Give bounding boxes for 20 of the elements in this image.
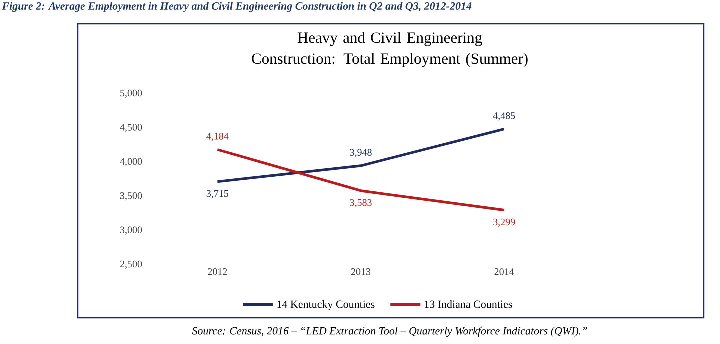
x-tick-label: 2012: [208, 268, 228, 276]
y-tick-label: 5,000: [120, 90, 142, 98]
data-label: 3,948: [350, 149, 372, 158]
chart-title: Figure 2: Average Employment in Heavy and Civil Engineering Construction in Q2 and Q3, 2012-2014: [2, 2, 472, 12]
data-label: 4,184: [206, 133, 229, 142]
legend-label: 14 Kentucky Counties: [278, 300, 375, 310]
y-tick-label: 3,000: [120, 226, 142, 235]
data-label: 3,299: [494, 218, 516, 228]
data-label: 3,715: [206, 190, 229, 199]
legend-label: 13 Indiana Counties: [425, 300, 512, 308]
source-note: Source: Census, 2016 – “LED Extraction Tool – Quarterly Workforce Indicators (QWI).”: [192, 326, 588, 338]
y-tick-label: 4,500: [120, 124, 142, 132]
data-label: 4,485: [493, 112, 516, 121]
y-tick-label: 3,500: [120, 192, 142, 201]
x-tick-label: 2014: [494, 268, 514, 276]
x-tick-label: 2013: [351, 268, 371, 276]
chart-subtitle: Heavy and Civil Engineering Construction: Total Employment (Summer): [252, 32, 528, 68]
data-label: 3,583: [350, 199, 372, 208]
y-tick-label: 4,000: [120, 158, 142, 166]
y-tick-label: 2,500: [120, 260, 142, 270]
